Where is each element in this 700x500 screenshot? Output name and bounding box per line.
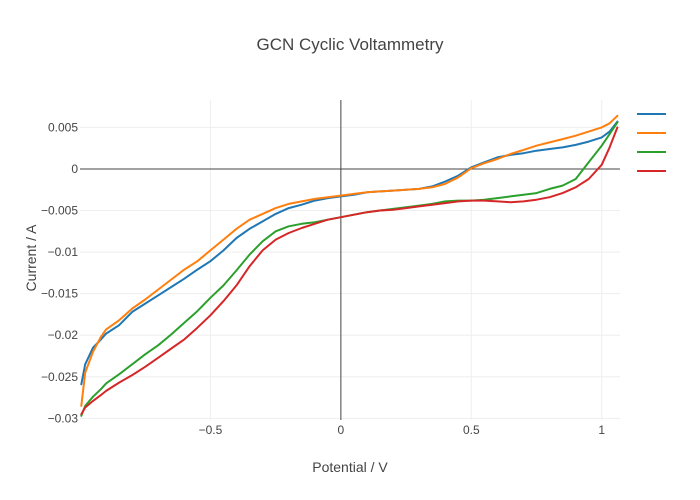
grid — [80, 100, 620, 420]
x-tick-label: 0.5 — [463, 423, 480, 437]
x-tick-labels: −0.5 0 0.5 1 — [199, 423, 606, 437]
y-tick-label: −0.025 — [41, 370, 78, 384]
y-tick-label: 0.005 — [48, 120, 78, 134]
legend — [637, 113, 666, 172]
series-group — [80, 114, 619, 417]
y-tick-label: −0.02 — [48, 328, 79, 342]
y-tick-label: −0.015 — [41, 287, 78, 301]
series-line-2 — [80, 114, 619, 407]
series-line-4 — [80, 126, 619, 416]
chart-title: GCN Cyclic Voltammetry — [256, 35, 444, 54]
series-line-1 — [80, 120, 619, 386]
zero-lines — [80, 100, 620, 420]
x-tick-label: 1 — [598, 423, 605, 437]
y-axis-label: Current / A — [23, 224, 39, 292]
y-tick-labels: 0.005 0 −0.005 −0.01 −0.015 −0.02 −0.025 −0.03 — [41, 120, 78, 425]
y-tick-label: −0.03 — [48, 411, 79, 425]
series-line-3 — [80, 121, 619, 417]
y-tick-label: −0.01 — [48, 245, 79, 259]
y-tick-label: 0 — [71, 162, 78, 176]
x-tick-label: −0.5 — [199, 423, 223, 437]
x-tick-label: 0 — [338, 423, 345, 437]
y-tick-label: −0.005 — [41, 204, 78, 218]
x-axis-label: Potential / V — [312, 459, 388, 475]
